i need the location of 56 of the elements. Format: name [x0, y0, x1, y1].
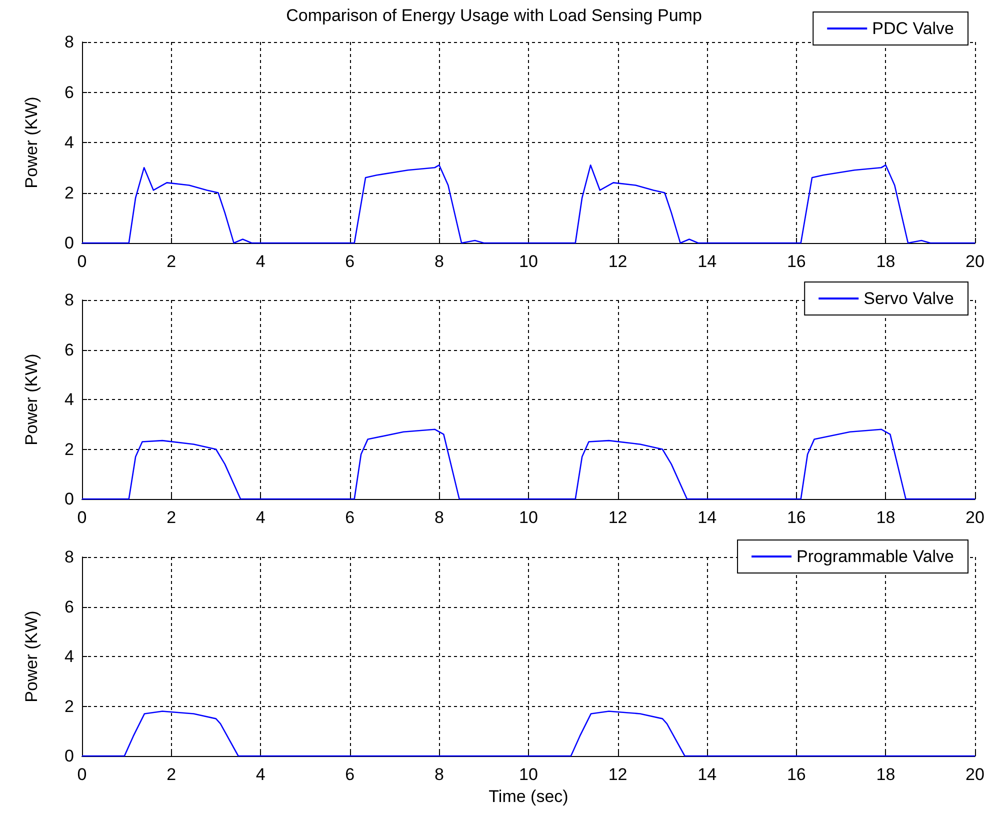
x-tick-label: 14: [698, 508, 717, 527]
x-tick-label: 0: [77, 508, 87, 527]
x-tick-label: 14: [698, 765, 717, 784]
y-tick-label: 0: [64, 746, 74, 766]
x-tick-label: 4: [256, 508, 266, 527]
y-tick-label: 6: [64, 340, 74, 360]
y-tick-label: 6: [64, 597, 74, 616]
y-tick-label: 6: [64, 82, 74, 102]
y-tick-label: 8: [64, 32, 74, 52]
y-axis-title: Power (KW): [22, 610, 41, 702]
x-tick-label: 12: [608, 765, 628, 784]
y-tick-label: 0: [64, 234, 74, 252]
x-tick-label: 6: [345, 508, 355, 527]
x-tick-label: 20: [966, 765, 984, 784]
y-tick-label: 8: [64, 290, 74, 310]
x-tick-label: 12: [608, 508, 628, 527]
x-tick-label: 14: [698, 252, 717, 271]
x-tick-label: 8: [434, 508, 444, 527]
x-tick-label: 12: [608, 252, 628, 271]
x-tick-label: 18: [876, 765, 896, 784]
x-tick-label: 20: [966, 508, 984, 527]
x-tick-label: 4: [256, 252, 266, 271]
y-tick-label: 2: [64, 696, 74, 716]
legend-label: Servo Valve: [864, 289, 954, 308]
y-axis-title: Power (KW): [22, 354, 41, 446]
x-tick-label: 18: [876, 508, 896, 527]
x-tick-label: 16: [786, 508, 806, 527]
x-tick-label: 10: [519, 765, 538, 784]
x-tick-label: 8: [434, 252, 444, 271]
x-tick-label: 18: [876, 252, 896, 271]
y-tick-label: 2: [64, 183, 74, 202]
x-tick-label: 16: [786, 765, 806, 784]
y-axis-title: Power (KW): [22, 96, 41, 188]
x-tick-label: 6: [345, 252, 355, 271]
x-tick-label: 0: [77, 252, 87, 271]
y-tick-label: 8: [64, 548, 74, 566]
x-axis-title: Time (sec): [488, 786, 568, 806]
x-tick-label: 10: [519, 508, 538, 527]
y-tick-label: 4: [64, 133, 74, 152]
x-tick-label: 6: [345, 765, 355, 784]
x-tick-label: 2: [166, 508, 176, 527]
chart-title: Comparison of Energy Usage with Load Sensing Pump: [286, 6, 702, 25]
x-tick-label: 2: [166, 252, 176, 271]
x-tick-label: 16: [786, 252, 806, 271]
x-tick-label: 4: [256, 765, 266, 784]
legend-label: PDC Valve: [872, 19, 954, 38]
y-tick-label: 4: [64, 390, 74, 409]
x-tick-label: 20: [966, 252, 984, 271]
y-tick-label: 2: [64, 440, 74, 459]
x-tick-label: 10: [519, 252, 538, 271]
x-tick-label: 8: [434, 765, 444, 784]
x-tick-label: 2: [166, 765, 176, 784]
x-tick-label: 0: [77, 765, 87, 784]
legend-label: Programmable Valve: [796, 547, 954, 566]
y-tick-label: 0: [64, 490, 74, 508]
y-tick-label: 4: [64, 647, 74, 666]
